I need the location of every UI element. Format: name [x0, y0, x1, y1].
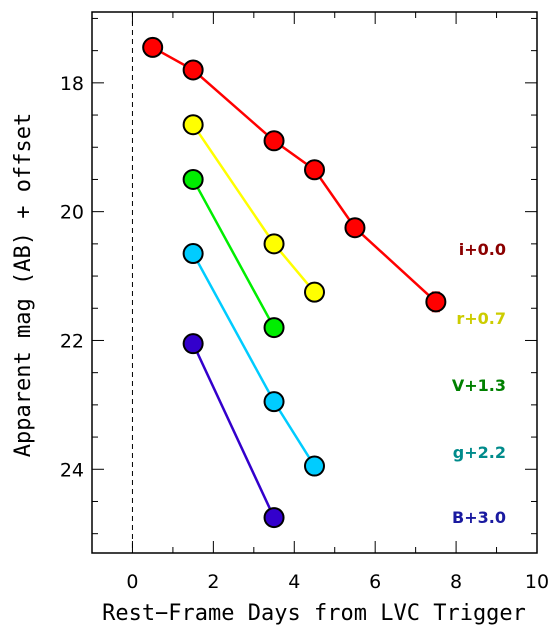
x-axis-title: Rest−Frame Days from LVC Trigger — [102, 601, 526, 626]
data-point — [263, 391, 285, 413]
series-line — [192, 343, 276, 519]
data-point — [182, 59, 204, 81]
data-point — [263, 130, 285, 152]
x-tick-label: 8 — [450, 571, 462, 593]
y-tick-label: 18 — [60, 73, 84, 95]
data-point — [304, 281, 325, 303]
band-label: i+0.0 — [459, 240, 506, 259]
y-tick-label: 20 — [60, 202, 84, 224]
y-axis-title: Apparent mag (AB) + offset — [11, 113, 36, 457]
series-B+3.0 — [182, 333, 285, 529]
data-point — [425, 291, 447, 313]
data-point — [263, 233, 285, 255]
series-i+0.0 — [142, 36, 447, 313]
series-V+1.3 — [182, 168, 285, 339]
band-label: V+1.3 — [452, 376, 506, 395]
band-label: g+2.2 — [453, 443, 506, 462]
series-line — [192, 178, 276, 329]
y-tick-label: 22 — [60, 330, 84, 352]
series-line — [192, 252, 316, 467]
y-axis-ticks: 18 20 22 24 — [60, 17, 537, 535]
plot-frame — [91, 11, 538, 554]
data-point — [142, 36, 164, 58]
data-point — [182, 243, 204, 265]
series-r+0.7 — [182, 114, 325, 303]
data-point — [263, 507, 285, 529]
series-layer — [142, 36, 447, 529]
series-line — [192, 124, 316, 293]
x-axis-ticks: 0 2 4 6 8 10 — [91, 12, 549, 593]
data-point — [263, 317, 285, 339]
data-point — [344, 217, 366, 239]
data-point — [304, 455, 325, 477]
data-point — [182, 168, 204, 190]
data-point — [182, 114, 204, 136]
x-tick-label: 6 — [369, 571, 381, 593]
x-tick-label: 10 — [525, 571, 549, 593]
x-tick-label: 2 — [207, 571, 219, 593]
data-point — [304, 159, 325, 181]
band-label: B+3.0 — [452, 508, 506, 527]
x-tick-label: 0 — [126, 571, 138, 593]
band-label: r+0.7 — [456, 309, 506, 328]
band-labels: i+0.0 r+0.7 V+1.3 g+2.2 B+3.0 — [452, 240, 506, 527]
series-g+2.2 — [182, 243, 325, 477]
x-tick-label: 4 — [288, 571, 300, 593]
data-point — [182, 333, 204, 355]
y-tick-label: 24 — [60, 459, 84, 481]
